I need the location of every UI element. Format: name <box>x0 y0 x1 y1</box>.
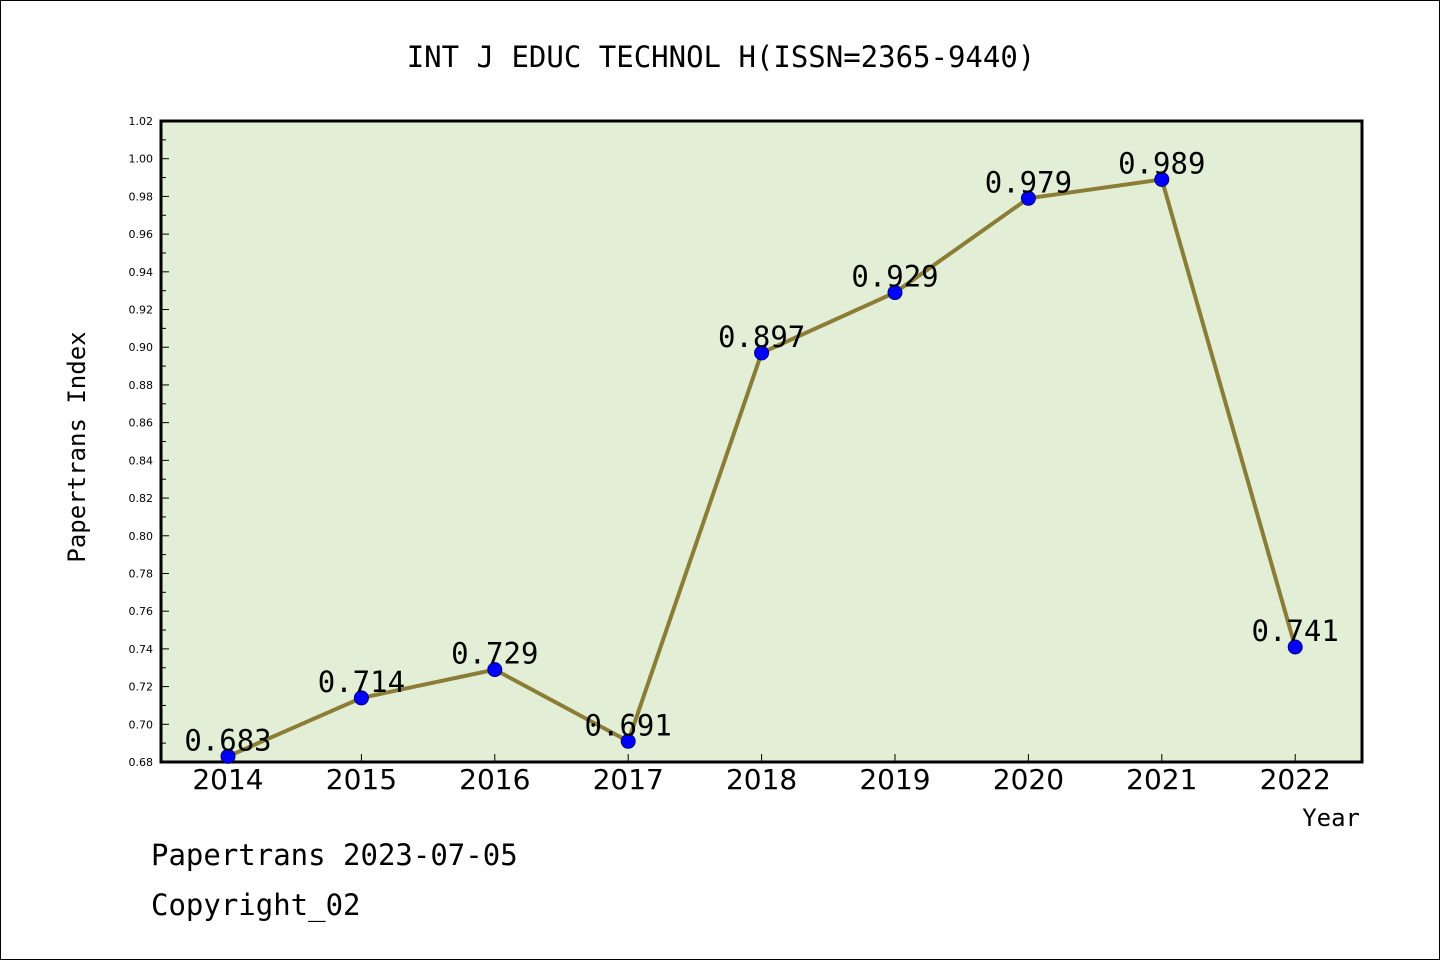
y-tick-label: 0.78 <box>129 567 154 580</box>
footer-copyright: Copyright_02 <box>151 888 361 923</box>
x-tick-label: 2016 <box>459 763 530 796</box>
data-point-marker <box>487 662 503 678</box>
x-tick-label: 2022 <box>1260 763 1331 796</box>
data-label: 0.897 <box>718 320 805 354</box>
x-tick-label: 2018 <box>726 763 797 796</box>
x-tick-label: 2015 <box>326 763 397 796</box>
data-point-marker <box>1154 171 1170 187</box>
data-label: 0.741 <box>1252 614 1339 648</box>
y-tick-label: 0.92 <box>129 304 154 317</box>
data-label: 0.691 <box>585 708 672 742</box>
chart-title: INT J EDUC TECHNOL H(ISSN=2365-9440) <box>407 40 1036 74</box>
data-label: 0.729 <box>451 637 538 671</box>
y-axis-label: Papertrans Index <box>63 331 91 562</box>
y-tick-label: 0.86 <box>129 417 154 430</box>
y-tick-label: 0.94 <box>129 266 154 279</box>
y-tick-label: 0.98 <box>129 190 154 203</box>
y-tick-label: 0.72 <box>129 681 154 694</box>
x-tick-label: 2021 <box>1126 763 1197 796</box>
data-label: 0.683 <box>184 723 271 757</box>
data-label: 0.929 <box>851 260 938 294</box>
x-tick-label: 2017 <box>593 763 664 796</box>
data-point-marker <box>1020 190 1036 206</box>
x-tick-label: 2014 <box>192 763 263 796</box>
y-tick-label: 0.82 <box>129 492 154 505</box>
y-tick-label: 0.74 <box>129 643 154 656</box>
y-axis: 0.68 0.70 0.72 0.74 0.76 0.78 0.80 0.82 0.84 0.86… <box>129 115 169 769</box>
y-tick-label: 0.76 <box>129 605 154 618</box>
data-point-marker <box>620 733 636 749</box>
data-point-marker <box>1287 639 1303 655</box>
data-label: 0.979 <box>985 165 1072 199</box>
markers-group <box>220 171 1303 764</box>
data-point-marker <box>887 285 903 301</box>
plot-area <box>159 119 1364 764</box>
data-point-marker <box>754 345 770 361</box>
data-point-marker <box>220 748 236 764</box>
y-tick-label: 0.68 <box>129 756 154 769</box>
x-tick-label: 2020 <box>993 763 1064 796</box>
y-tick-label: 0.96 <box>129 228 154 241</box>
y-tick-label: 0.88 <box>129 379 154 392</box>
x-axis-label: Year <box>1302 804 1360 832</box>
data-point-marker <box>353 690 369 706</box>
y-tick-label: 0.70 <box>129 718 154 731</box>
y-tick-label: 1.00 <box>129 153 154 166</box>
data-label: 0.989 <box>1118 146 1205 180</box>
x-tick-label: 2019 <box>859 763 930 796</box>
y-tick-label: 0.90 <box>129 341 154 354</box>
y-tick-label: 0.80 <box>129 530 154 543</box>
x-axis: 2014 2015 2016 2017 2018 2019 2020 2021 2022 <box>192 754 1331 796</box>
y-tick-label: 1.02 <box>129 115 154 128</box>
y-tick-label: 0.84 <box>129 454 154 467</box>
data-label: 0.714 <box>318 665 405 699</box>
footer-date: Papertrans 2023-07-05 <box>151 838 518 872</box>
labels-group: 0.683 0.714 0.729 0.691 0.897 0.929 0.979 0.989… <box>184 146 1339 757</box>
